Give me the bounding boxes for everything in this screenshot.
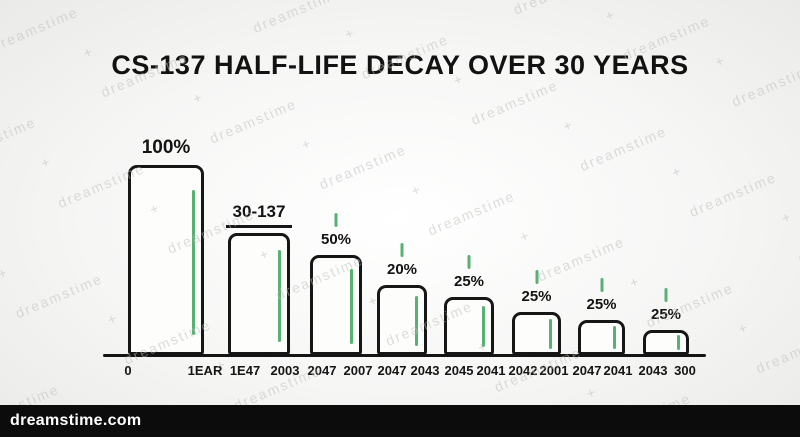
x-tick-label: 2041: [476, 363, 506, 378]
bar-group: 100%: [128, 0, 204, 355]
x-axis-labels: 0 1EAR 1E47 2003 2047 2007 2047 2043 2045 2041 204…: [0, 363, 800, 383]
bar-accent-tick: [467, 255, 471, 269]
x-tick-label: 0: [124, 363, 132, 378]
x-tick-label: 2001: [539, 363, 569, 378]
bar-group: 25%: [578, 0, 625, 355]
x-tick-label: 2047: [307, 363, 337, 378]
x-tick-label: 2047: [377, 363, 407, 378]
bar-accent-line: [613, 326, 616, 350]
bar-value-label: 100%: [141, 137, 191, 158]
x-tick-label: 2041: [603, 363, 633, 378]
x-axis-line: [103, 354, 706, 357]
x-tick-label: 2042: [508, 363, 538, 378]
bar-value-label: 25%: [453, 273, 485, 290]
bar-group: 30-137: [226, 0, 292, 355]
bar: [377, 285, 427, 355]
bar-group: 25%: [512, 0, 561, 355]
bar-accent-tick: [535, 270, 538, 284]
watermark-bottom-bar: dreamstime.com: [0, 405, 800, 437]
bar-label-underline: [226, 225, 292, 228]
bar-accent-line: [192, 190, 195, 336]
x-tick-label: 2007: [343, 363, 373, 378]
x-tick-label: 2045: [444, 363, 474, 378]
bar-group: 20%: [377, 0, 427, 355]
bar-accent-line: [549, 319, 552, 349]
bar-accent-tick: [334, 213, 338, 227]
x-tick-label: 2043: [410, 363, 440, 378]
chart-title: CS-137 HALF-LIFE DECAY OVER 30 YEARS: [111, 50, 689, 80]
bar-value-label: 30-137: [232, 202, 286, 221]
bar: [444, 297, 494, 355]
bar: [228, 233, 290, 355]
dreamstime-logo: dreamstime.com: [10, 412, 142, 429]
bar-value-label: 25%: [586, 296, 617, 313]
bar-accent-tick: [400, 243, 404, 257]
x-tick-label: 2047: [572, 363, 602, 378]
x-tick-label: 1E47: [229, 363, 261, 378]
bar-value-label: 25%: [650, 306, 682, 323]
x-tick-label: 2003: [270, 363, 300, 378]
bar-group: 25%: [643, 0, 689, 355]
x-tick-label: 1EAR: [187, 363, 223, 378]
bar: [643, 330, 689, 355]
x-tick-label: 2043: [638, 363, 668, 378]
bar: [128, 165, 204, 355]
bar-value-label: 20%: [386, 261, 418, 278]
bar-group: 25%: [444, 0, 494, 355]
bar-accent-line: [415, 295, 418, 347]
bar: [310, 255, 362, 355]
bar: [512, 312, 561, 355]
bar-value-label: 25%: [521, 288, 552, 305]
bar-accent-tick: [600, 278, 603, 292]
bar-group: 50%: [310, 0, 362, 355]
x-tick-label: 300: [674, 363, 696, 378]
bar-accent-line: [278, 249, 281, 342]
bar-accent-line: [482, 306, 485, 348]
bar-accent-tick: [664, 288, 668, 302]
bar-accent-line: [677, 335, 680, 351]
bar: [578, 320, 625, 355]
bar-value-label: 50%: [320, 231, 352, 248]
bar-accent-line: [350, 269, 353, 344]
